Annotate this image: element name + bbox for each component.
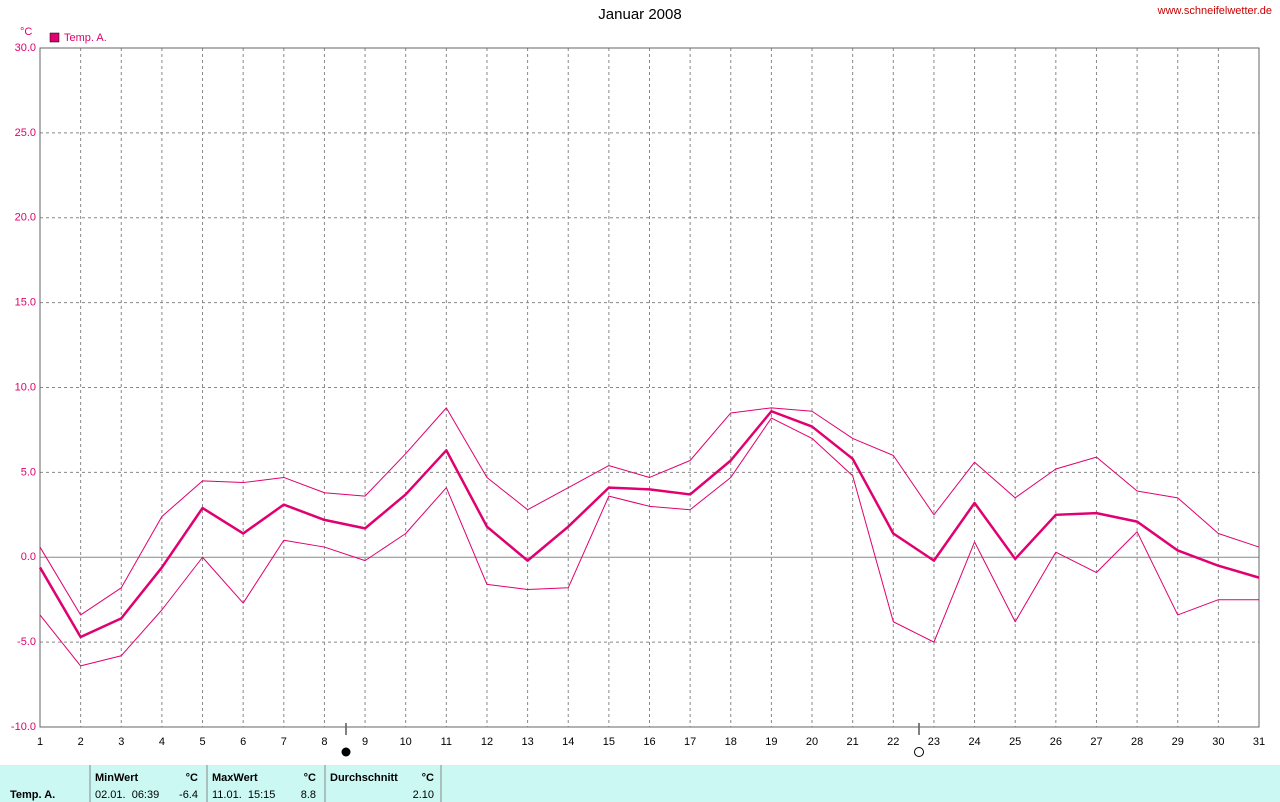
summary-time: 02.01. 06:39 <box>95 789 159 801</box>
y-tick-label: -5.0 <box>17 636 36 648</box>
x-tick-label: 7 <box>281 736 287 748</box>
x-tick-label: 14 <box>562 736 574 748</box>
x-tick-label: 8 <box>321 736 327 748</box>
x-tick-label: 21 <box>847 736 859 748</box>
x-tick-label: 24 <box>968 736 980 748</box>
x-tick-label: 19 <box>765 736 777 748</box>
x-tick-label: 4 <box>159 736 165 748</box>
x-tick-label: 26 <box>1050 736 1062 748</box>
x-tick-label: 10 <box>400 736 412 748</box>
y-tick-label: -10.0 <box>11 721 36 733</box>
new-moon <box>341 747 351 757</box>
y-tick-label: 5.0 <box>21 466 36 478</box>
y-tick-label: 15.0 <box>15 297 36 309</box>
series-line <box>39 417 1259 667</box>
x-tick-label: 5 <box>199 736 205 748</box>
summary-unit: °C <box>186 772 198 784</box>
x-tick-label: 27 <box>1090 736 1102 748</box>
summary-time: 11.01. 15:15 <box>212 789 275 801</box>
y-axis-label: °C <box>20 26 32 38</box>
summary-value: 2.10 <box>413 789 434 801</box>
x-tick-label: 15 <box>603 736 615 748</box>
x-tick-label: 17 <box>684 736 696 748</box>
x-tick-label: 2 <box>78 736 84 748</box>
x-tick-label: 6 <box>240 736 246 748</box>
x-tick-label: 20 <box>806 736 818 748</box>
x-tick-label: 11 <box>441 736 452 748</box>
chart-title: Januar 2008 <box>598 6 681 23</box>
summary-value: 8.8 <box>301 789 316 801</box>
summary-value: -6.4 <box>179 789 198 801</box>
source: www.schneifelwetter.de <box>1157 5 1272 17</box>
plot-border <box>39 47 1260 728</box>
summary-unit: °C <box>304 772 316 784</box>
x-tick-label: 18 <box>725 736 737 748</box>
y-tick-label: 10.0 <box>15 381 36 393</box>
summary-unit: °C <box>422 772 434 784</box>
x-tick-label: 23 <box>928 736 940 748</box>
y-tick-label: 0.0 <box>21 551 36 563</box>
summary-head: MaxWert <box>212 772 258 784</box>
x-tick-label: 29 <box>1172 736 1184 748</box>
series-line <box>39 407 1260 616</box>
x-tick-label: 28 <box>1131 736 1143 748</box>
x-tick-label: 13 <box>521 736 533 748</box>
x-tick-label: 3 <box>118 736 124 748</box>
summary-bg <box>0 765 1280 802</box>
summary-label: Temp. A. <box>10 789 55 801</box>
x-tick-label: 9 <box>362 736 368 748</box>
x-tick-label: 30 <box>1212 736 1224 748</box>
summary-head: MinWert <box>95 772 139 784</box>
legend-label: Temp. A. <box>64 32 107 44</box>
x-tick-label: 1 <box>37 736 43 748</box>
x-tick-label: 12 <box>481 736 493 748</box>
legend-swatch <box>49 32 60 43</box>
x-tick-label: 25 <box>1009 736 1021 748</box>
full-moon <box>914 747 924 757</box>
x-tick-label: 16 <box>643 736 655 748</box>
y-tick-label: 25.0 <box>15 127 36 139</box>
x-tick-label: 31 <box>1253 736 1265 748</box>
x-tick-label: 22 <box>887 736 899 748</box>
series-line <box>38 410 1260 639</box>
summary-head: Durchschnitt <box>330 772 398 784</box>
y-tick-label: 20.0 <box>15 212 36 224</box>
y-tick-label: 30.0 <box>15 42 36 54</box>
